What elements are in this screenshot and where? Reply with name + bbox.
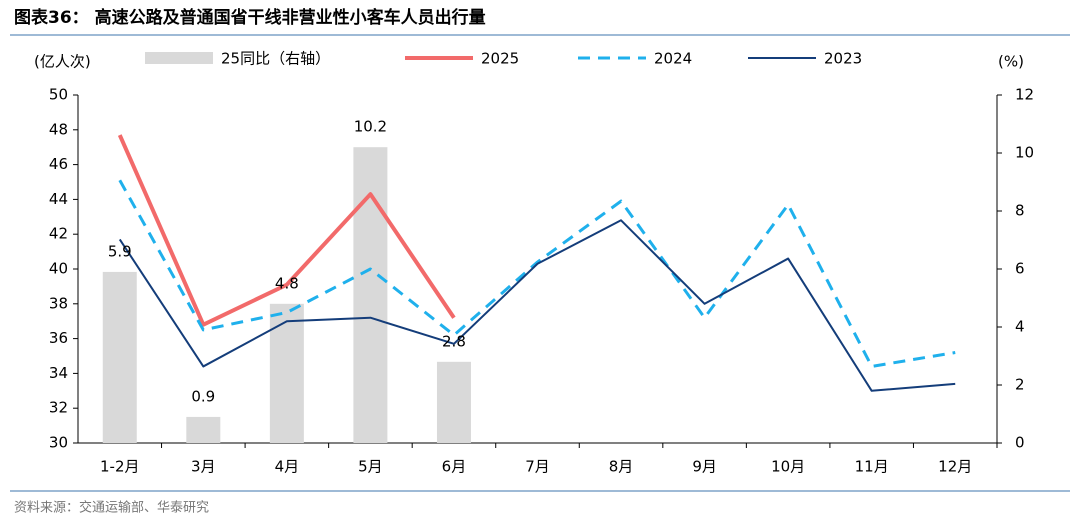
source-note: 资料来源：交通运输部、华泰研究 <box>14 500 209 516</box>
x-tick-label: 10月 <box>771 458 805 476</box>
x-tick-label: 4月 <box>275 458 300 476</box>
bar <box>102 271 137 443</box>
y-tick-label: 36 <box>49 329 68 347</box>
line <box>117 134 456 327</box>
legend-swatch <box>145 52 213 64</box>
y-tick-label: 30 <box>49 434 68 452</box>
bar-value-label: 2.8 <box>442 332 466 350</box>
y-tick-label: 42 <box>49 225 68 243</box>
bar-value-label: 10.2 <box>354 118 387 136</box>
line <box>118 219 956 392</box>
bar <box>269 303 304 443</box>
y2-tick-label: 2 <box>1015 376 1025 394</box>
x-tick-label: 5月 <box>358 458 383 476</box>
bar <box>353 147 388 443</box>
y2-tick-label: 10 <box>1015 144 1034 162</box>
legend-label: 2024 <box>654 50 692 68</box>
x-tick-label: 9月 <box>692 458 717 476</box>
bar <box>436 361 471 443</box>
y-tick-label: 50 <box>49 86 68 104</box>
y2-tick-label: 8 <box>1015 202 1025 220</box>
chart-title: 图表36： 高速公路及普通国省干线非营业性小客车人员出行量 <box>14 7 486 28</box>
bar-value-label: 4.8 <box>275 274 299 292</box>
x-tick-label: 11月 <box>855 458 889 476</box>
y2-tick-label: 0 <box>1015 434 1025 452</box>
bar-value-label: 5.9 <box>108 242 132 260</box>
x-tick-label: 12月 <box>938 458 972 476</box>
x-tick-label: 3月 <box>191 458 216 476</box>
y-tick-label: 46 <box>49 155 68 173</box>
legend-label: 25同比（右轴） <box>221 50 330 68</box>
y-tick-label: 48 <box>49 120 68 138</box>
y2-tick-label: 6 <box>1015 260 1025 278</box>
y-tick-label: 40 <box>49 260 68 278</box>
bar-value-label: 0.9 <box>191 387 215 405</box>
line <box>118 179 956 368</box>
y-tick-label: 32 <box>49 399 68 417</box>
y-tick-label: 34 <box>49 364 68 382</box>
y-tick-label: 38 <box>49 294 68 312</box>
y-tick-label: 44 <box>49 190 68 208</box>
bar <box>186 416 221 443</box>
x-tick-label: 7月 <box>525 458 550 476</box>
y2-tick-label: 4 <box>1015 318 1025 336</box>
y2-axis-label: (%) <box>998 53 1024 71</box>
x-tick-label: 1-2月 <box>100 458 140 476</box>
y-axis-label: (亿人次) <box>34 53 91 71</box>
x-tick-label: 8月 <box>609 458 634 476</box>
legend-label: 2025 <box>481 50 519 68</box>
x-tick-label: 6月 <box>442 458 467 476</box>
y2-tick-label: 12 <box>1015 86 1034 104</box>
legend-label: 2023 <box>824 50 862 68</box>
